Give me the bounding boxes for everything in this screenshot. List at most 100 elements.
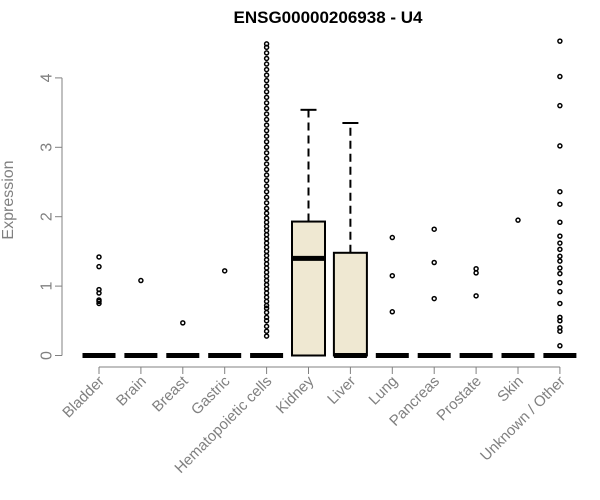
outlier-point — [263, 248, 270, 255]
outlier-point — [263, 50, 270, 56]
y-tick-label: 2 — [39, 212, 56, 221]
outlier-point — [557, 324, 563, 331]
outlier-point — [263, 144, 270, 151]
outlier-point — [263, 77, 270, 84]
outlier-point — [263, 323, 270, 330]
x-tick-label: Bladder — [59, 373, 108, 422]
box-body — [332, 251, 368, 357]
box-brain — [124, 277, 158, 358]
y-tick-label: 1 — [39, 282, 56, 291]
outlier-point — [557, 143, 563, 149]
outlier-point — [263, 55, 270, 62]
outlier-point — [263, 41, 270, 47]
x-tick-label: Prostate — [433, 373, 485, 425]
outlier-point — [263, 298, 270, 305]
outlier-point — [263, 72, 270, 78]
box-liver — [332, 122, 368, 358]
outlier-point — [263, 290, 270, 296]
outlier-point — [263, 122, 270, 128]
outlier-point — [180, 320, 186, 326]
outlier-point — [263, 261, 270, 267]
outlier-point — [431, 226, 437, 232]
outlier-point — [263, 177, 270, 184]
outlier-point — [473, 293, 479, 299]
outlier-point — [263, 302, 270, 309]
outlier-point — [557, 279, 563, 286]
outlier-point — [263, 138, 270, 145]
outlier-point — [263, 188, 270, 195]
outlier-point — [263, 219, 270, 226]
outlier-point — [515, 217, 521, 223]
chart-title: ENSG00000206938 - U4 — [233, 8, 423, 27]
box-kidney — [291, 108, 326, 357]
box-breast — [166, 320, 200, 358]
outlier-point — [263, 172, 270, 178]
y-tick-label: 4 — [39, 73, 56, 82]
outlier-point — [263, 286, 270, 292]
outlier-point — [263, 281, 270, 288]
outlier-point — [473, 270, 479, 276]
outlier-point — [557, 314, 563, 321]
outlier-point — [263, 127, 270, 134]
outlier-point — [263, 210, 270, 216]
outlier-point — [263, 333, 270, 339]
outlier-point — [557, 233, 563, 239]
outlier-point — [263, 161, 270, 167]
outlier-point — [389, 234, 396, 241]
box-hematopoietic-cells — [250, 41, 284, 358]
box-bladder — [82, 254, 116, 358]
outlier-point — [557, 288, 563, 295]
outlier-point — [96, 263, 102, 270]
outlier-point — [96, 297, 102, 303]
box-skin — [501, 217, 535, 358]
outlier-point — [263, 215, 270, 221]
outlier-point — [263, 61, 270, 67]
outlier-point — [557, 253, 563, 260]
outlier-point — [557, 102, 563, 109]
outlier-point — [263, 155, 270, 162]
outlier-point — [263, 244, 270, 250]
y-axis-label: Expression — [0, 160, 17, 239]
outlier-point — [263, 294, 270, 300]
outlier-point — [263, 111, 270, 117]
box-unknown-other — [543, 38, 577, 358]
x-tick-label: Breast — [149, 372, 192, 415]
outlier-point — [389, 309, 396, 315]
x-tick-label: Liver — [324, 373, 359, 408]
y-tick-label: 0 — [39, 351, 56, 360]
outlier-point — [263, 273, 270, 280]
outlier-point — [263, 200, 270, 206]
box-prostate — [459, 266, 493, 358]
outlier-point — [263, 183, 270, 189]
box-body — [291, 220, 326, 357]
outlier-point — [263, 305, 270, 312]
outlier-point — [557, 258, 563, 264]
outlier-point — [263, 89, 270, 95]
outlier-point — [557, 188, 563, 195]
box-pancreas — [417, 226, 451, 358]
outlier-point — [557, 246, 563, 253]
outlier-point — [557, 265, 563, 271]
outlier-point — [557, 240, 563, 246]
outlier-point — [263, 240, 270, 246]
box-plots — [82, 38, 577, 358]
outlier-point — [473, 266, 479, 272]
outlier-point — [263, 309, 270, 316]
outlier-point — [263, 205, 270, 212]
outlier-point — [96, 254, 102, 260]
outlier-point — [389, 272, 396, 279]
outlier-point — [263, 252, 270, 259]
outlier-point — [557, 219, 563, 226]
outlier-point — [263, 256, 270, 263]
outlier-point — [263, 265, 270, 271]
outlier-point — [263, 269, 270, 275]
outlier-point — [557, 300, 563, 307]
outlier-point — [557, 270, 563, 277]
outlier-point — [263, 116, 270, 123]
x-tick-label: Lung — [366, 373, 402, 409]
outlier-point — [263, 66, 270, 73]
outlier-point — [263, 105, 270, 112]
outlier-point — [431, 295, 437, 302]
outlier-point — [263, 83, 270, 89]
